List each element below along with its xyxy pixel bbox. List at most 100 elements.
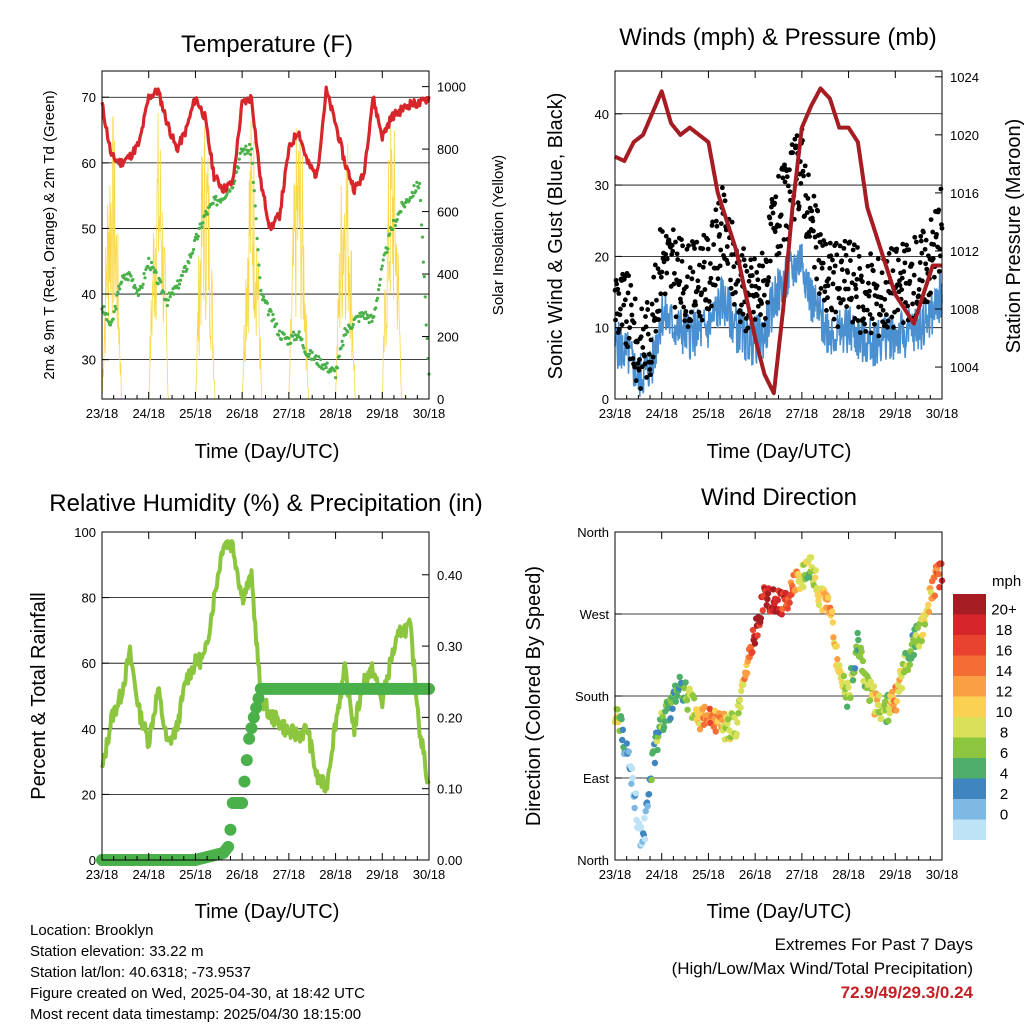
gust-point (805, 196, 811, 201)
dewpoint-point (120, 280, 124, 284)
gust-point (671, 281, 677, 287)
gust-point (632, 364, 638, 370)
gust-point (814, 276, 820, 282)
gust-point (874, 301, 879, 307)
gust-point (807, 234, 812, 239)
gust-point (831, 269, 836, 275)
gust-point (714, 223, 720, 229)
gust-point (778, 212, 784, 218)
dewpoint-point (102, 304, 106, 309)
gust-point (684, 246, 690, 252)
humidity-ylabel: Percent & Total Rainfall (28, 592, 50, 800)
gust-point (782, 179, 788, 185)
legend-label: 12 (996, 684, 1013, 701)
gust-point (856, 304, 862, 310)
direction-point (618, 736, 626, 744)
dewpoint-point (339, 346, 343, 350)
gust-point (660, 229, 665, 234)
direction-point (672, 698, 680, 705)
gust-point (669, 242, 675, 248)
gust-point (626, 273, 632, 279)
gust-point (686, 243, 691, 249)
gust-point (866, 293, 872, 299)
gust-point (725, 261, 731, 266)
dewpoint-point (418, 198, 423, 203)
dewpoint-point (417, 186, 421, 190)
gust-point (687, 265, 693, 271)
gust-point (830, 257, 835, 263)
figure-created: Figure created on Wed, 2025-04-30, at 18… (30, 985, 365, 1002)
gust-point (923, 237, 929, 243)
gust-point (778, 243, 784, 249)
gust-point (936, 268, 942, 274)
dewpoint-point (333, 369, 337, 373)
dewpoint-point (214, 194, 218, 199)
gust-point (643, 324, 649, 330)
dewpoint-point (301, 343, 305, 348)
dewpoint-point (187, 261, 191, 265)
dewpoint-point (176, 279, 180, 283)
dewpoint-point (272, 317, 276, 321)
gust-point (646, 351, 652, 357)
gust-point (843, 252, 849, 258)
dewpoint-point (376, 296, 380, 300)
gust-point (835, 324, 841, 330)
gust-point (700, 246, 706, 252)
direction-point (834, 656, 841, 663)
x-tick-label: 27/18 (273, 867, 306, 882)
gust-point (697, 262, 702, 268)
gust-point (934, 232, 939, 237)
dewpoint-point (180, 273, 184, 278)
gust-point (624, 319, 629, 325)
gust-point (680, 243, 685, 249)
y-right-tick-label: 0.20 (437, 710, 462, 725)
direction-point (682, 679, 689, 686)
direction-point (735, 709, 742, 717)
dewpoint-point (300, 337, 304, 341)
gust-point (619, 322, 625, 328)
direction-point (881, 698, 889, 705)
gust-point (885, 318, 891, 324)
dewpoint-point (321, 367, 326, 371)
dewpoint-point (213, 197, 217, 201)
gust-point (741, 257, 747, 263)
gust-point (837, 243, 843, 249)
legend-swatch (953, 676, 986, 697)
direction-point (631, 804, 638, 812)
gust-point (740, 311, 746, 317)
x-tick-label: 29/18 (879, 867, 912, 882)
gust-point (690, 269, 696, 275)
gust-point (868, 251, 874, 257)
direction-point (696, 726, 704, 733)
dewpoint-point (166, 298, 170, 302)
y-tick-label: South (575, 689, 609, 704)
direction-point (731, 714, 738, 721)
dewpoint-point (421, 260, 425, 264)
gust-point (874, 283, 880, 289)
gust-point (631, 320, 637, 326)
humidity-xlabel: Time (Day/UTC) (195, 901, 340, 923)
dewpoint-point (105, 317, 109, 322)
gust-point (833, 240, 839, 246)
dewpoint-point (310, 350, 314, 354)
dewpoint-point (357, 319, 361, 324)
gust-point (820, 260, 826, 266)
direction-point (815, 601, 823, 609)
gust-point (760, 263, 766, 269)
legend-swatch (953, 737, 986, 758)
gust-point (809, 208, 815, 214)
gust-point (882, 296, 888, 302)
gust-point (664, 270, 670, 276)
gust-point (679, 237, 684, 243)
gust-point (907, 278, 913, 284)
gust-point (910, 301, 915, 307)
gust-point (916, 293, 921, 299)
gust-point (848, 258, 853, 263)
gust-point (710, 219, 715, 225)
dewpoint-point (251, 180, 255, 185)
gust-point (919, 278, 925, 284)
gust-point (816, 291, 822, 296)
gust-point (618, 306, 623, 312)
temperature-line (100, 85, 431, 232)
gust-point (664, 256, 670, 262)
